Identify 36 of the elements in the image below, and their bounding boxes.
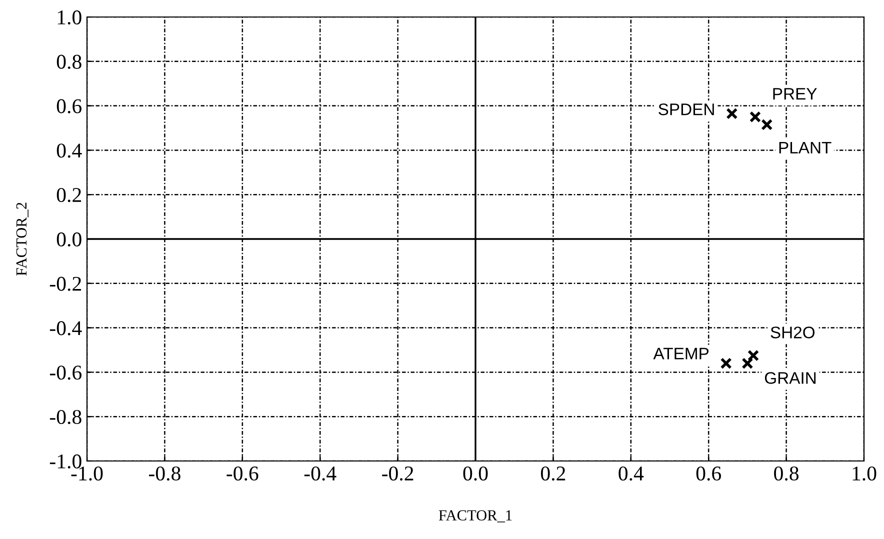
y-tick-label: 0.0	[56, 232, 82, 247]
y-tick-label: -0.6	[50, 366, 82, 380]
point	[726, 108, 738, 120]
annotation: ATEMP	[653, 348, 709, 360]
x-tick-label: -1.0	[71, 466, 103, 481]
point	[761, 118, 773, 130]
x-tick-label: 0.6	[696, 466, 721, 481]
y-tick-label: 0.4	[56, 144, 82, 158]
x-tick-label: 1.0	[852, 466, 876, 481]
y-tick-label: 0.2	[56, 188, 81, 202]
annotation: GRAIN	[764, 372, 816, 384]
y-tick-label: -0.2	[50, 276, 81, 291]
annotation: SPDEN	[658, 103, 714, 116]
y-axis-title: FACTOR_2	[16, 202, 28, 276]
y-tick-label: 0.8	[56, 54, 82, 69]
x-axis-title: FACTOR_1	[438, 510, 512, 522]
annotation: PLANT	[779, 142, 832, 154]
x-tick-label: -0.4	[304, 466, 336, 481]
y-tick-label: 1.0	[58, 10, 82, 25]
x-tick-label: 0.2	[540, 466, 566, 481]
x-tick-label: 0.8	[774, 466, 799, 481]
point	[720, 358, 732, 370]
x-tick-label: -0.8	[148, 466, 180, 481]
x-tick-label: -0.6	[226, 466, 258, 481]
point	[742, 358, 754, 370]
annotation: PREY	[773, 88, 817, 100]
x-tick-label: 0.4	[618, 466, 644, 481]
y-tick-label: -1.0	[50, 454, 82, 469]
x-tick-label: 0.0	[463, 466, 488, 481]
annotation: SH2O	[770, 326, 815, 338]
point	[749, 111, 761, 123]
y-tick-label: 0.6	[56, 99, 82, 114]
y-tick-label: -0.8	[50, 410, 82, 424]
point	[747, 350, 760, 362]
x-tick-label: -0.2	[382, 466, 414, 481]
y-tick-label: -0.4	[50, 321, 82, 336]
